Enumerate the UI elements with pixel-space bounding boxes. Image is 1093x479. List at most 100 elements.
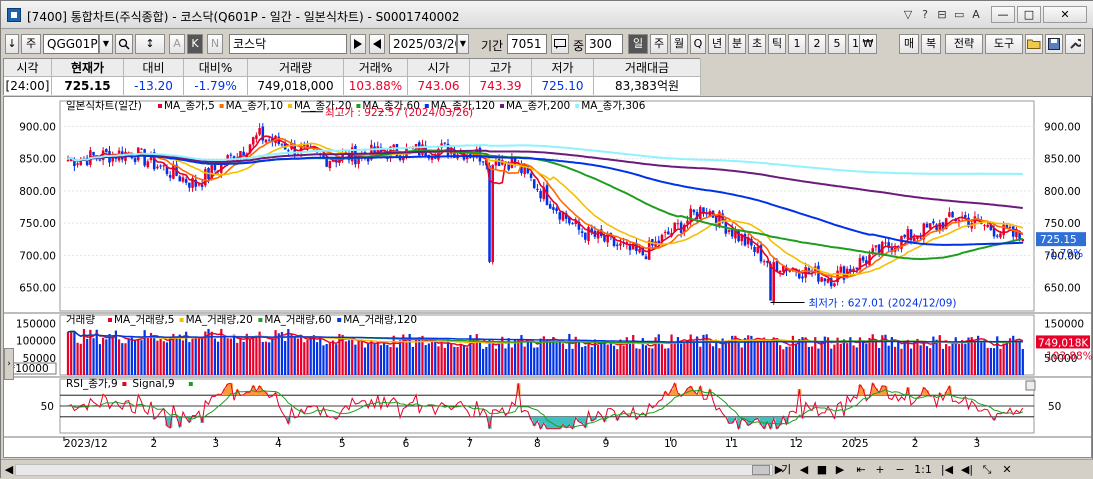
volume-bar: [948, 346, 950, 375]
interval-button-9[interactable]: 2: [808, 34, 826, 54]
volume-bar: [412, 347, 414, 375]
interval-button-8[interactable]: 1: [788, 34, 806, 54]
k-button[interactable]: K: [187, 34, 203, 54]
candle-body: [964, 215, 967, 218]
help-icon[interactable]: ?: [920, 8, 930, 21]
volume-bar: [223, 337, 225, 375]
expand-side-handle[interactable]: ›: [4, 348, 14, 380]
interval-button-6[interactable]: 초: [748, 34, 766, 54]
candle-body: [983, 225, 986, 226]
stop-button[interactable]: ■: [815, 462, 829, 478]
n-button[interactable]: N: [207, 34, 223, 54]
download-button[interactable]: ↓: [5, 34, 19, 54]
settings-button[interactable]: [1065, 34, 1085, 54]
volume-legend-item-1: MA_거래량,20: [186, 314, 253, 326]
zoom-in-button[interactable]: +: [873, 462, 887, 478]
volume-bar: [693, 341, 695, 375]
volume-bar: [233, 335, 235, 375]
volume-bar: [67, 332, 69, 375]
stock-name-input[interactable]: 코스닥: [229, 34, 347, 54]
close-button[interactable]: ✕: [999, 462, 1015, 478]
candle-body: [281, 144, 284, 145]
first-button[interactable]: |◀: [939, 462, 955, 478]
currency-button[interactable]: ₩: [859, 34, 877, 54]
home-button[interactable]: ⇤: [853, 462, 869, 478]
scroll-left-icon[interactable]: ◀: [3, 462, 15, 478]
list-button[interactable]: ↕: [135, 34, 165, 54]
volume-bar: [488, 340, 490, 375]
open-folder-button[interactable]: [1025, 34, 1043, 54]
candle-body: [913, 238, 916, 241]
window-title: [7400] 통합차트(주식종합) - 코스닥(Q601P - 일간 - 일본식…: [27, 8, 460, 25]
interval-button-3[interactable]: Q: [690, 34, 706, 54]
interval-button-10[interactable]: 5: [828, 34, 846, 54]
volume-bar: [511, 347, 513, 375]
interval-button-7[interactable]: 틱: [768, 34, 786, 54]
interval-button-4[interactable]: 년: [708, 34, 726, 54]
candle-body: [986, 225, 989, 227]
search-button[interactable]: [115, 34, 133, 54]
volume-bar: [322, 345, 324, 375]
wrench-icon: [1069, 38, 1081, 50]
zoom-out-button[interactable]: −: [893, 462, 907, 478]
volume-bar: [782, 349, 784, 375]
count-input[interactable]: 300: [585, 34, 623, 54]
layout-icon[interactable]: ▭: [954, 8, 964, 21]
volume-bar: [124, 343, 126, 375]
a-button[interactable]: A: [169, 34, 185, 54]
dropdown-icon[interactable]: ▽: [903, 8, 913, 21]
base-button[interactable]: 기: [779, 462, 793, 478]
candle-body: [431, 157, 434, 159]
volume-bar: [967, 338, 969, 375]
code-dropdown-icon[interactable]: ▼: [99, 34, 113, 54]
date-picker-icon[interactable]: ▼: [457, 34, 469, 54]
search-icon: [118, 38, 130, 50]
reset-zoom-button[interactable]: 1:1: [913, 462, 933, 478]
volume-bar: [907, 340, 909, 375]
link-icon[interactable]: ⊟: [937, 8, 947, 21]
scrollbar-thumb[interactable]: [752, 465, 770, 475]
date-input[interactable]: 2025/03/20: [389, 34, 457, 54]
next-button[interactable]: [350, 34, 366, 54]
maximize-button[interactable]: □: [1017, 6, 1041, 23]
volume-bar: [539, 339, 541, 375]
comment-button[interactable]: [551, 34, 569, 54]
play-button[interactable]: ▶: [833, 462, 847, 478]
minimize-button[interactable]: —: [991, 6, 1015, 23]
current-change-tag: -1.79%: [1046, 248, 1083, 260]
fit-button[interactable]: ⤡: [979, 462, 995, 478]
volume-bar: [562, 343, 564, 375]
save-button[interactable]: [1045, 34, 1063, 54]
volume-bar: [450, 344, 452, 375]
candle-body: [932, 221, 935, 223]
last-button[interactable]: ◀|: [959, 462, 975, 478]
compound-button[interactable]: 복: [921, 34, 941, 54]
close-button[interactable]: ✕: [1043, 6, 1087, 23]
volume-bar: [591, 347, 593, 375]
volume-bar: [533, 348, 535, 375]
x-axis-label: 8: [534, 438, 541, 450]
strategy-button[interactable]: 전략: [945, 34, 983, 54]
period-mode-button[interactable]: 주: [21, 34, 41, 54]
candle-body: [172, 165, 175, 179]
horizontal-scrollbar[interactable]: [15, 464, 773, 476]
buy-button[interactable]: 매: [899, 34, 919, 54]
font-icon[interactable]: A: [971, 8, 981, 21]
price-axis-right-label: 850.00: [1044, 154, 1081, 166]
x-axis-label: 2: [150, 438, 157, 450]
candle-body: [558, 212, 561, 219]
prev-button[interactable]: [369, 34, 385, 54]
interval-button-5[interactable]: 분: [728, 34, 746, 54]
price-legend-item-6: MA_종가,306: [581, 100, 646, 112]
volume-bar: [785, 347, 787, 375]
interval-button-0[interactable]: 일: [628, 34, 648, 54]
volume-bar: [290, 334, 292, 375]
prev-button[interactable]: ◀: [797, 462, 811, 478]
period-input[interactable]: 7051: [507, 34, 547, 54]
tools-button[interactable]: 도구: [985, 34, 1023, 54]
interval-button-1[interactable]: 주: [650, 34, 668, 54]
code-input[interactable]: QGG01P: [43, 34, 99, 54]
interval-button-2[interactable]: 월: [670, 34, 688, 54]
